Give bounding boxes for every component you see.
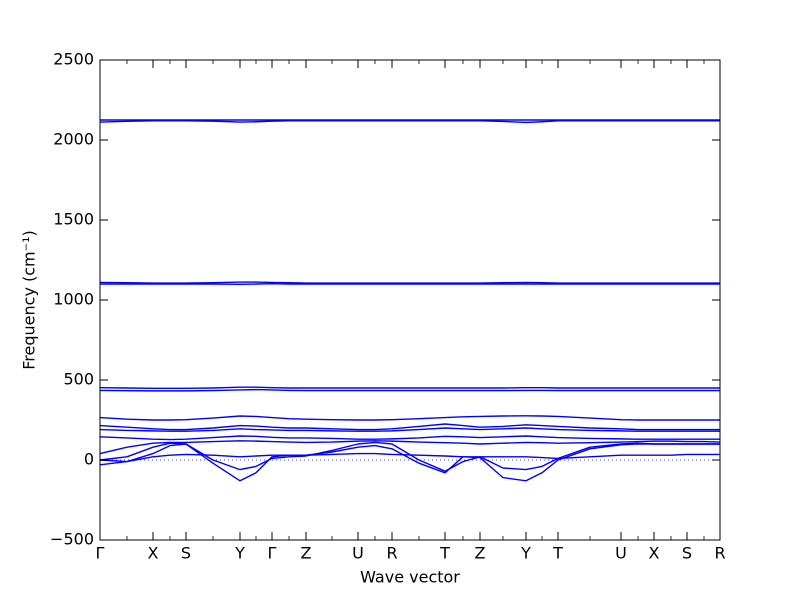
band-line — [99, 427, 720, 432]
x-tick-label: Γ — [96, 544, 105, 563]
x-tick-label: U — [615, 544, 627, 563]
x-tick-label: T — [439, 544, 450, 563]
band-line — [99, 386, 720, 390]
band-line — [99, 441, 720, 472]
y-tick-label: 2000 — [53, 130, 94, 149]
x-tick-label: S — [181, 544, 191, 563]
x-tick-label: Y — [520, 544, 531, 563]
x-tick-label: T — [552, 544, 563, 563]
band-line — [100, 282, 720, 286]
band-line — [99, 415, 720, 421]
band-line — [99, 443, 720, 482]
band-line — [99, 281, 720, 284]
x-tick-label: Y — [234, 544, 245, 563]
y-tick-label: 1500 — [53, 210, 94, 229]
band-line — [99, 423, 720, 431]
band-line — [99, 440, 721, 455]
band-line — [99, 452, 720, 466]
band-line — [99, 120, 720, 124]
x-tick-label: X — [649, 544, 660, 563]
x-tick-label: X — [148, 544, 159, 563]
x-tick-label: R — [714, 544, 725, 563]
y-axis-label: Frequency (cm⁻¹) — [20, 230, 39, 369]
x-tick-label: R — [386, 544, 397, 563]
x-tick-label: Γ — [268, 544, 277, 563]
y-tick-label: 0 — [84, 450, 94, 469]
y-tick-label: 2500 — [53, 50, 94, 69]
y-tick-label: 1000 — [53, 290, 94, 309]
x-tick-label: U — [352, 544, 364, 563]
x-axis-label: Wave vector — [360, 568, 460, 587]
x-tick-label: S — [682, 544, 692, 563]
x-tick-label: Z — [475, 544, 486, 563]
x-tick-label: Z — [301, 544, 312, 563]
plot-frame — [99, 59, 721, 541]
y-tick-label: −500 — [50, 530, 94, 549]
band-line — [99, 388, 720, 392]
y-tick-label: 500 — [63, 370, 94, 389]
band-line — [99, 435, 720, 441]
